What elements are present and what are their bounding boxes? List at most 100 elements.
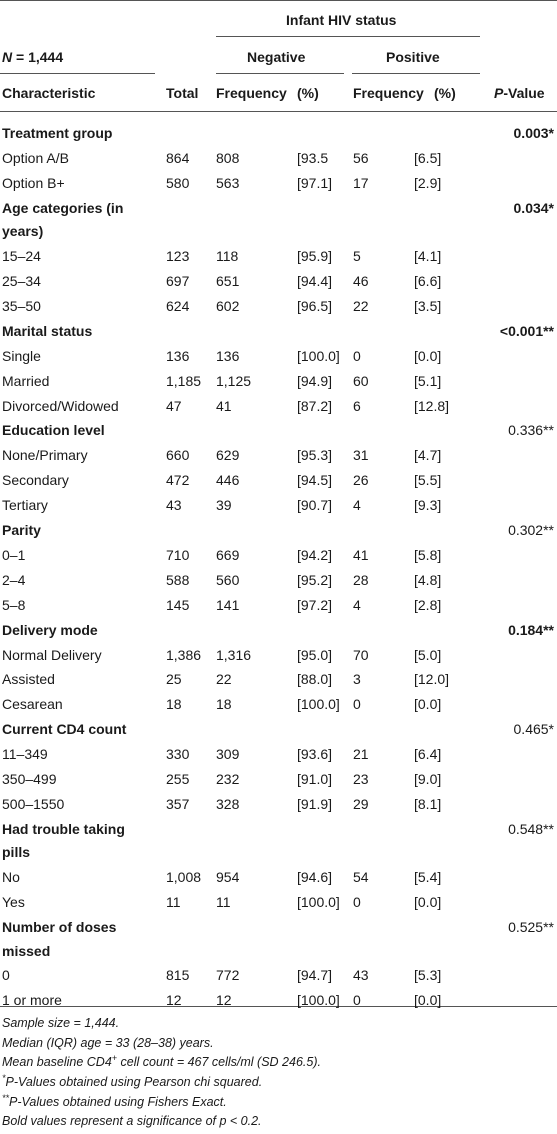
p-symbol: P [494, 85, 504, 101]
cell-pos-percent: [12.8] [414, 397, 450, 414]
cell-total: 624 [166, 297, 190, 314]
row-label: 11–349 [2, 746, 48, 763]
cell-neg-percent: [95.0] [297, 646, 333, 663]
cell-neg-percent: [100.0] [297, 696, 340, 713]
cell-pos-percent: [9.3] [414, 497, 442, 514]
cell-pos-percent: [2.8] [414, 596, 442, 613]
cell-neg-frequency: 602 [216, 297, 240, 314]
cell-pos-percent: [6.6] [414, 273, 442, 289]
cell-total: 330 [166, 746, 190, 763]
p-value: <0.001** [499, 322, 554, 339]
cell-pos-percent: [0.0] [414, 992, 442, 1009]
cell-pos-frequency: 4 [353, 497, 361, 514]
cell-pos-frequency: 54 [353, 869, 369, 886]
cell-neg-percent: [94.2] [297, 546, 333, 563]
cell-pos-frequency: 70 [353, 646, 369, 663]
footnote-sample-size: Sample size = 1,444. [2, 1016, 120, 1030]
cell-pos-frequency: 56 [353, 149, 369, 166]
cell-neg-frequency: 232 [216, 771, 240, 787]
row-label: 2–4 [2, 571, 26, 588]
p-value: 0.302** [508, 522, 554, 538]
section-heading: Education level [2, 422, 105, 439]
cell-pos-percent: [6.5] [414, 149, 442, 166]
section-heading-cont: missed [2, 942, 51, 959]
cell-neg-percent: [94.5] [297, 472, 333, 489]
cell-neg-percent: [96.5] [297, 297, 333, 314]
footnote-pearson-star: * [2, 1072, 6, 1083]
cell-pos-frequency: 3 [353, 671, 361, 688]
cell-neg-frequency: 560 [216, 571, 240, 588]
row-label: Divorced/Widowed [2, 397, 119, 414]
footnote-fisher-text: P-Values obtained using Fishers Exact. [9, 1095, 227, 1109]
footnote-fisher-star: ** [2, 1092, 10, 1103]
cell-total: 472 [166, 472, 190, 489]
cell-neg-frequency: 12 [216, 992, 232, 1009]
section-heading: Current CD4 count [2, 721, 127, 738]
cell-pos-frequency: 23 [353, 771, 369, 787]
section-heading: Had trouble taking [2, 820, 125, 837]
cell-neg-frequency: 328 [216, 795, 240, 812]
row-label: 0 [2, 967, 10, 984]
cell-neg-frequency: 136 [216, 347, 240, 364]
footnote-cd4-sup: + [111, 1052, 118, 1063]
footnote-cd4: Mean baseline CD4+ cell count = 467 cell… [2, 1052, 321, 1069]
cell-neg-frequency: 669 [216, 546, 240, 563]
cell-total: 43 [166, 497, 182, 514]
cell-total: 123 [166, 248, 190, 265]
cell-pos-percent: [4.1] [414, 248, 442, 265]
n-value: = 1,444 [12, 49, 64, 65]
cell-neg-frequency: 1,316 [216, 646, 252, 663]
section-heading: Treatment group [2, 125, 113, 141]
section-heading: Delivery mode [2, 621, 98, 638]
cell-neg-frequency: 629 [216, 447, 240, 464]
header-bottom-rule [0, 111, 557, 112]
cell-neg-percent: [97.2] [297, 596, 333, 613]
cell-total: 1,008 [166, 869, 202, 886]
cell-neg-percent: [100.0] [297, 894, 340, 911]
row-label: Married [2, 372, 50, 389]
cell-pos-percent: [0.0] [414, 696, 442, 713]
cell-neg-frequency: 446 [216, 472, 240, 489]
section-heading: Parity [2, 522, 41, 538]
footnote-bold-note: Bold values represent a significance of … [2, 1114, 262, 1128]
cell-pos-percent: [8.1] [414, 795, 442, 812]
cell-total: 1,386 [166, 646, 202, 663]
row-label: Normal Delivery [2, 646, 102, 663]
cell-neg-frequency: 18 [216, 696, 232, 713]
cell-neg-frequency: 651 [216, 273, 240, 289]
cell-total: 697 [166, 273, 190, 289]
cell-pos-frequency: 0 [353, 894, 361, 911]
col-characteristic: Characteristic [2, 85, 96, 101]
cell-total: 710 [166, 546, 190, 563]
cell-pos-frequency: 22 [353, 297, 369, 314]
row-label: Cesarean [2, 696, 63, 713]
cell-total: 580 [166, 174, 190, 191]
cell-pos-frequency: 26 [353, 472, 369, 489]
cell-neg-percent: [88.0] [297, 671, 333, 688]
cell-total: 47 [166, 397, 182, 414]
cell-neg-frequency: 954 [216, 869, 240, 886]
row-label: Secondary [2, 472, 69, 489]
footnote-pearson-text: P-Values obtained using Pearson chi squa… [5, 1075, 263, 1089]
cell-neg-percent: [87.2] [297, 397, 333, 414]
p-value: 0.548** [508, 820, 554, 837]
cell-total: 18 [166, 696, 182, 713]
cell-neg-frequency: 808 [216, 149, 240, 166]
negative-rule [216, 73, 344, 74]
cell-pos-percent: [4.8] [414, 571, 442, 588]
row-label: 5–8 [2, 596, 26, 613]
cell-total: 11 [166, 894, 181, 911]
group-rule [216, 36, 480, 37]
cell-pos-frequency: 0 [353, 347, 361, 364]
col-p-value: P-Value [494, 86, 545, 100]
cell-neg-frequency: 1,125 [216, 372, 252, 389]
col-pct-neg: (%) [297, 85, 319, 101]
positive-header: Positive [386, 49, 440, 65]
cell-neg-frequency: 772 [216, 967, 240, 984]
cell-neg-frequency: 39 [216, 497, 232, 514]
p-value: 0.003* [513, 125, 554, 141]
positive-rule [352, 73, 480, 74]
col-pct-pos: (%) [434, 85, 456, 101]
cell-pos-frequency: 41 [353, 546, 369, 563]
cell-neg-percent: [100.0] [297, 347, 340, 364]
